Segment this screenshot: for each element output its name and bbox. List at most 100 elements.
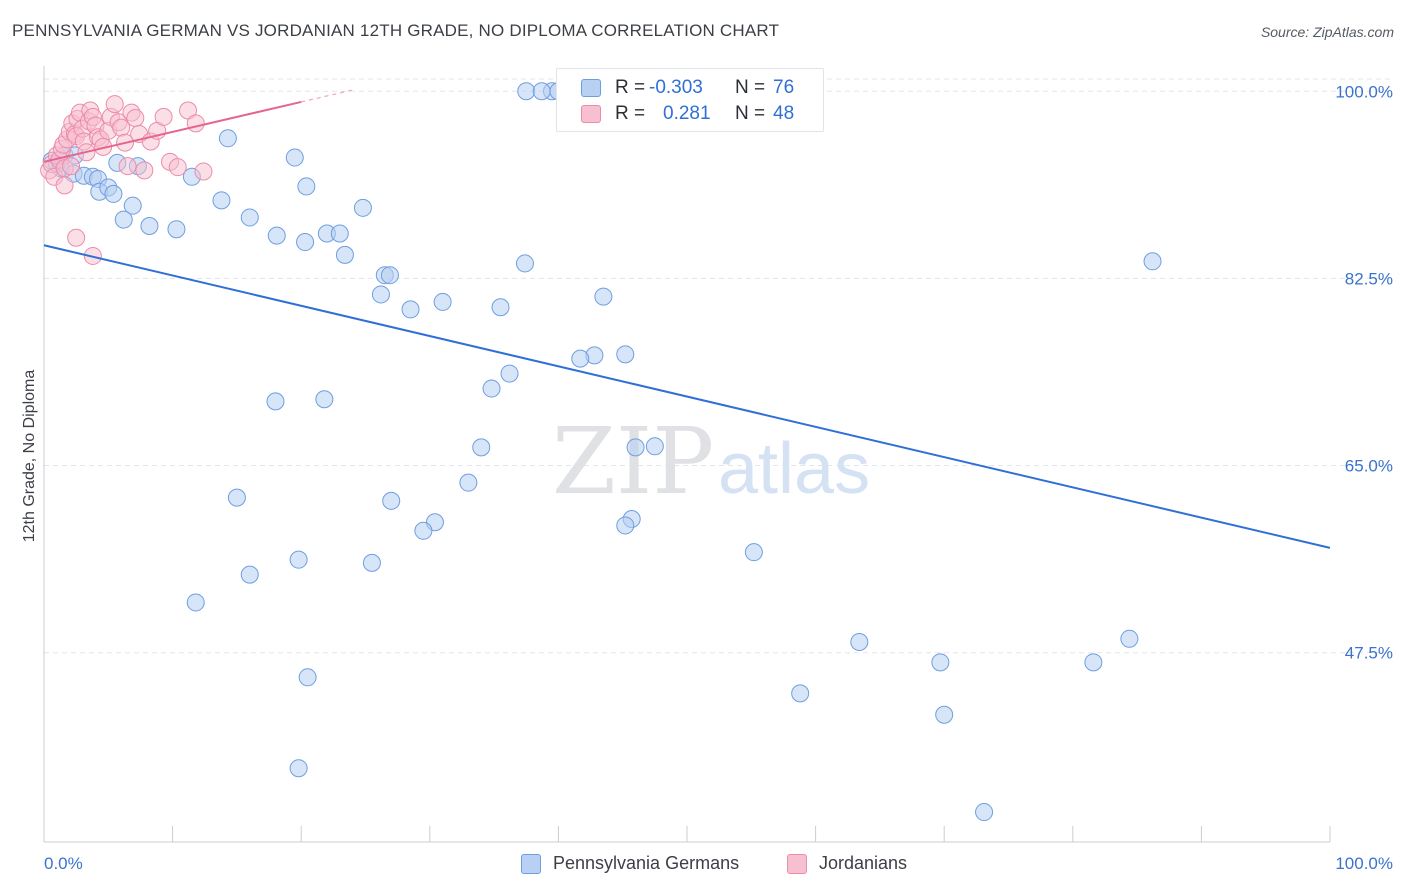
- data-point-jordanians: [62, 157, 81, 176]
- watermark: ZIP atlas: [552, 408, 870, 515]
- data-point-pennsylvania-germans: [491, 298, 510, 317]
- data-point-pennsylvania-germans: [123, 196, 142, 215]
- data-point-pennsylvania-germans: [931, 653, 950, 672]
- data-point-jordanians: [186, 114, 205, 133]
- series-legend: Pennsylvania Germans Jordanians: [0, 852, 1406, 878]
- data-point-pennsylvania-germans: [401, 300, 420, 319]
- legend-swatch-blue: [581, 79, 601, 97]
- watermark-zip: ZIP: [552, 408, 714, 515]
- data-point-pennsylvania-germans: [616, 345, 635, 364]
- x-tick-label: 100.0%: [1335, 854, 1393, 873]
- data-point-pennsylvania-germans: [850, 633, 869, 652]
- data-point-pennsylvania-germans: [297, 177, 316, 196]
- legend-n-label: N =: [735, 77, 766, 98]
- data-point-pennsylvania-germans: [315, 390, 334, 409]
- data-point-pennsylvania-germans: [266, 392, 285, 411]
- data-point-jordanians: [118, 157, 137, 176]
- data-point-pennsylvania-germans: [289, 759, 308, 778]
- legend-r-label: R =: [615, 103, 646, 124]
- data-point-jordanians: [154, 107, 173, 126]
- data-point-pennsylvania-germans: [532, 82, 551, 101]
- data-point-pennsylvania-germans: [114, 210, 133, 229]
- correlation-legend: R = -0.303 N = 76 R = 0.281 N = 48: [556, 68, 824, 132]
- data-point-pennsylvania-germans: [472, 438, 491, 457]
- legend-r-value: 0.281: [663, 103, 711, 124]
- legend-n-value: 76: [773, 77, 795, 98]
- data-point-pennsylvania-germans: [616, 516, 635, 535]
- trendlines: [43, 89, 1331, 549]
- data-point-pennsylvania-germans: [353, 198, 372, 217]
- data-point-pennsylvania-germans: [791, 684, 810, 703]
- legend-label: Jordanians: [819, 853, 908, 873]
- data-point-jordanians: [168, 158, 187, 177]
- chart-title: PENNSYLVANIA GERMAN VS JORDANIAN 12TH GR…: [12, 21, 780, 40]
- data-point-pennsylvania-germans: [500, 364, 519, 383]
- data-point-pennsylvania-germans: [433, 292, 452, 311]
- data-point-pennsylvania-germans: [517, 82, 536, 101]
- data-point-pennsylvania-germans: [335, 245, 354, 264]
- data-point-pennsylvania-germans: [744, 543, 763, 562]
- y-tick-label: 65.0%: [1345, 457, 1393, 476]
- data-point-pennsylvania-germans: [140, 217, 159, 235]
- data-point-pennsylvania-germans: [626, 438, 645, 457]
- y-axis-label: 12th Grade, No Diploma: [21, 369, 38, 543]
- data-point-pennsylvania-germans: [285, 148, 304, 167]
- legend-n-value: 48: [773, 103, 795, 124]
- legend-swatch-blue: [521, 854, 541, 874]
- data-point-jordanians: [194, 162, 213, 181]
- y-tick-label: 47.5%: [1345, 644, 1393, 663]
- data-point-jordanians: [135, 161, 154, 180]
- data-point-pennsylvania-germans: [240, 208, 259, 227]
- data-point-pennsylvania-germans: [571, 349, 590, 368]
- data-point-pennsylvania-germans: [362, 553, 381, 572]
- series-jordanians: [40, 95, 213, 265]
- data-point-pennsylvania-germans: [459, 473, 478, 492]
- data-point-pennsylvania-germans: [1084, 653, 1103, 672]
- legend-label: Pennsylvania Germans: [553, 853, 740, 873]
- legend-row-jordanians: R = 0.281 N = 48: [557, 101, 823, 127]
- y-tick-label: 82.5%: [1345, 269, 1393, 288]
- data-point-pennsylvania-germans: [382, 491, 401, 510]
- data-point-pennsylvania-germans: [515, 254, 534, 273]
- tick-labels: 47.5% 65.0% 82.5% 100.0% 0.0% 100.0%: [44, 82, 1393, 873]
- data-point-jordanians: [105, 95, 124, 114]
- x-tick-label: 0.0%: [44, 854, 83, 873]
- data-point-pennsylvania-germans: [414, 521, 433, 540]
- data-point-jordanians: [126, 108, 145, 127]
- data-point-pennsylvania-germans: [330, 224, 349, 243]
- y-tick-label: 100.0%: [1335, 82, 1393, 101]
- data-point-pennsylvania-germans: [1143, 252, 1162, 271]
- data-point-pennsylvania-germans: [371, 285, 390, 304]
- legend-n-label: N =: [735, 103, 766, 124]
- data-point-pennsylvania-germans: [296, 233, 315, 252]
- data-point-pennsylvania-germans: [289, 550, 308, 569]
- legend-r-value: -0.303: [649, 77, 703, 98]
- data-point-pennsylvania-germans: [240, 565, 259, 584]
- data-point-pennsylvania-germans: [298, 668, 317, 687]
- data-point-pennsylvania-germans: [218, 129, 237, 148]
- data-point-pennsylvania-germans: [1120, 629, 1139, 648]
- data-point-pennsylvania-germans: [267, 226, 286, 245]
- data-point-pennsylvania-germans: [186, 593, 205, 612]
- data-point-pennsylvania-germans: [482, 379, 501, 398]
- data-point-pennsylvania-germans: [975, 803, 994, 822]
- data-point-pennsylvania-germans: [935, 705, 954, 724]
- data-point-pennsylvania-germans: [167, 220, 186, 239]
- trendline-pennsylvania-germans: [43, 244, 1331, 549]
- watermark-atlas: atlas: [718, 429, 870, 509]
- legend-row-pennsylvania-germans: R = -0.303 N = 76: [557, 75, 823, 101]
- legend-swatch-pink: [787, 854, 807, 874]
- data-point-jordanians: [55, 176, 74, 195]
- data-point-pennsylvania-germans: [645, 437, 664, 456]
- legend-swatch-pink: [581, 105, 601, 123]
- trendline-jordanians: [43, 100, 302, 163]
- axes: [43, 66, 1331, 843]
- data-point-pennsylvania-germans: [594, 287, 613, 306]
- data-point-jordanians: [67, 228, 86, 247]
- data-point-pennsylvania-germans: [380, 266, 399, 285]
- data-point-pennsylvania-germans: [104, 184, 123, 203]
- trendline-jordanians-extension: [301, 89, 353, 103]
- data-point-pennsylvania-germans: [227, 488, 246, 507]
- data-point-pennsylvania-germans: [212, 191, 231, 210]
